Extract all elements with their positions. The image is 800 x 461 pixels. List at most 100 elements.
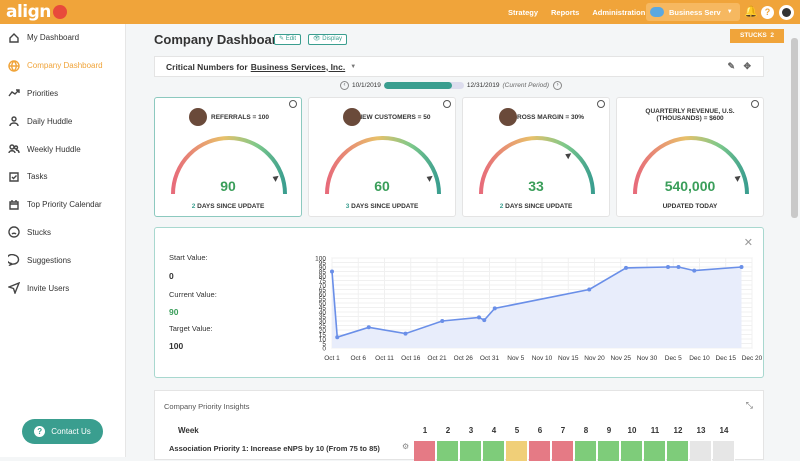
avatar xyxy=(189,108,207,126)
status-cell[interactable] xyxy=(460,441,482,461)
status-cell[interactable] xyxy=(483,441,505,461)
sad-icon xyxy=(8,226,20,239)
prev-period-icon[interactable]: ‹ xyxy=(340,81,349,90)
business-selector[interactable]: Business Serv ▼ xyxy=(646,3,740,21)
collapse-icon[interactable]: ⤡ xyxy=(745,400,753,410)
status-cell[interactable] xyxy=(414,441,436,461)
kpi-value: 90 xyxy=(220,178,236,194)
sidebar-item-invite-users[interactable]: Invite Users xyxy=(0,274,125,302)
x-tick-label: Nov 15 xyxy=(558,355,579,362)
y-tick-label: 45 xyxy=(319,305,327,312)
status-cell[interactable] xyxy=(713,441,735,461)
y-tick-label: 100 xyxy=(315,256,326,263)
x-tick-label: Dec 10 xyxy=(689,355,710,362)
sidebar-item-my-dashboard[interactable]: My Dashboard xyxy=(0,24,125,52)
gear-icon[interactable]: ⚙ xyxy=(402,442,410,451)
data-point[interactable] xyxy=(666,265,670,269)
users-icon xyxy=(8,144,20,154)
help-icon[interactable]: ? xyxy=(761,6,774,19)
x-tick-label: Nov 25 xyxy=(610,355,631,362)
status-cell[interactable] xyxy=(529,441,551,461)
sidebar-item-stucks[interactable]: Stucks xyxy=(0,219,125,247)
sidebar-item-company-dashboard[interactable]: Company Dashboard xyxy=(0,52,125,80)
company-link[interactable]: Business Services, Inc. xyxy=(250,61,346,72)
sidebar-item-label: Daily Huddle xyxy=(27,116,73,126)
kpi-card[interactable]: QUARTERLY REVENUE, U.S. (THOUSANDS) = $6… xyxy=(616,97,764,217)
gauge xyxy=(479,136,595,195)
data-point[interactable] xyxy=(440,319,445,323)
insights-title: Company Priority Insights xyxy=(164,402,250,411)
line-chart: 0510152025303540455055606570758085909510… xyxy=(315,256,762,363)
nav-administration[interactable]: Administration xyxy=(592,7,646,17)
status-cell[interactable] xyxy=(575,441,597,461)
data-point[interactable] xyxy=(739,265,744,269)
sidebar-item-tasks[interactable]: Tasks xyxy=(0,163,125,191)
next-period-icon[interactable]: › xyxy=(553,81,563,90)
current-value-label: Current Value: xyxy=(169,290,217,299)
chevron-down-icon[interactable]: ▼ xyxy=(350,63,357,70)
user-avatar[interactable] xyxy=(779,5,794,20)
status-cell[interactable] xyxy=(690,441,712,461)
data-point[interactable] xyxy=(676,265,681,269)
trend-icon xyxy=(8,89,20,97)
kpi-value: 60 xyxy=(374,178,390,194)
edit-button[interactable]: ✎ Edit xyxy=(274,34,302,45)
scrollbar[interactable] xyxy=(791,38,798,218)
close-icon[interactable]: ✕ xyxy=(743,237,753,249)
chevron-down-icon: ▼ xyxy=(726,9,733,15)
critical-numbers-bar: Critical Numbers for Business Services, I… xyxy=(154,56,764,77)
kpi-value: 540,000 xyxy=(664,178,716,194)
contact-us-button[interactable]: ? Contact Us xyxy=(22,419,103,444)
week-number: 2 xyxy=(445,426,451,435)
y-tick-label: 80 xyxy=(319,274,327,281)
sidebar-item-daily-huddle[interactable]: Daily Huddle xyxy=(0,107,125,135)
status-cell[interactable] xyxy=(621,441,643,461)
sidebar-item-priorities[interactable]: Priorities xyxy=(0,80,125,108)
sidebar-item-suggestions[interactable]: Suggestions xyxy=(0,246,125,274)
data-point[interactable] xyxy=(403,331,408,336)
y-tick-label: 30 xyxy=(319,319,327,326)
display-button[interactable]: 👁 Display xyxy=(308,34,347,45)
pencil-icon[interactable]: ✎ xyxy=(727,61,735,71)
status-cell[interactable] xyxy=(552,441,574,461)
x-tick-label: Dec 20 xyxy=(742,355,762,362)
clock-icon[interactable] xyxy=(289,100,297,108)
data-point[interactable] xyxy=(330,269,334,274)
kpi-card[interactable]: GROSS MARGIN = 30% 33 2 DAYS SINCE UPDATE xyxy=(462,97,610,217)
sidebar-item-weekly-huddle[interactable]: Weekly Huddle xyxy=(0,135,125,163)
clock-icon[interactable] xyxy=(751,100,759,108)
company-globe-icon xyxy=(650,7,664,17)
status-cell[interactable] xyxy=(506,441,528,461)
y-tick-label: 75 xyxy=(319,278,327,285)
data-point[interactable] xyxy=(624,265,628,270)
data-point[interactable] xyxy=(477,315,481,320)
data-point[interactable] xyxy=(335,335,340,340)
logo-mark-icon xyxy=(52,5,67,19)
data-point[interactable] xyxy=(366,325,371,330)
data-point[interactable] xyxy=(482,318,487,323)
kpi-card[interactable]: REFERRALS = 100 90 2 DAYS SINCE UPDATE xyxy=(154,97,302,217)
data-point[interactable] xyxy=(492,306,497,311)
priority-name: Association Priority 1: Increase eNPS by… xyxy=(169,444,380,453)
data-point[interactable] xyxy=(692,268,697,273)
start-value-label: Start Value: xyxy=(169,253,208,262)
clock-icon[interactable] xyxy=(597,100,605,108)
data-point[interactable] xyxy=(587,287,592,292)
gauge-needle-icon xyxy=(734,175,741,182)
status-cell[interactable] xyxy=(667,441,689,461)
move-icon[interactable]: ✥ xyxy=(743,61,751,71)
x-tick-label: Nov 5 xyxy=(507,355,524,362)
stucks-button[interactable]: STUCKS 2 xyxy=(730,29,784,43)
app-logo[interactable]: align xyxy=(6,2,67,22)
sidebar-item-top-priority-calendar[interactable]: Top Priority Calendar xyxy=(0,191,125,219)
kpi-label: QUARTERLY REVENUE, U.S. (THOUSANDS) = $6… xyxy=(645,108,735,122)
status-cell[interactable] xyxy=(598,441,620,461)
nav-strategy[interactable]: Strategy xyxy=(508,7,539,17)
bell-icon[interactable]: 🔔 xyxy=(744,6,758,18)
status-cell[interactable] xyxy=(644,441,666,461)
nav-reports[interactable]: Reports xyxy=(551,7,580,17)
x-tick-label: Oct 31 xyxy=(480,355,500,362)
kpi-card[interactable]: NEW CUSTOMERS = 50 60 3 DAYS SINCE UPDATE xyxy=(308,97,456,217)
clock-icon[interactable] xyxy=(443,100,451,108)
status-cell[interactable] xyxy=(437,441,459,461)
